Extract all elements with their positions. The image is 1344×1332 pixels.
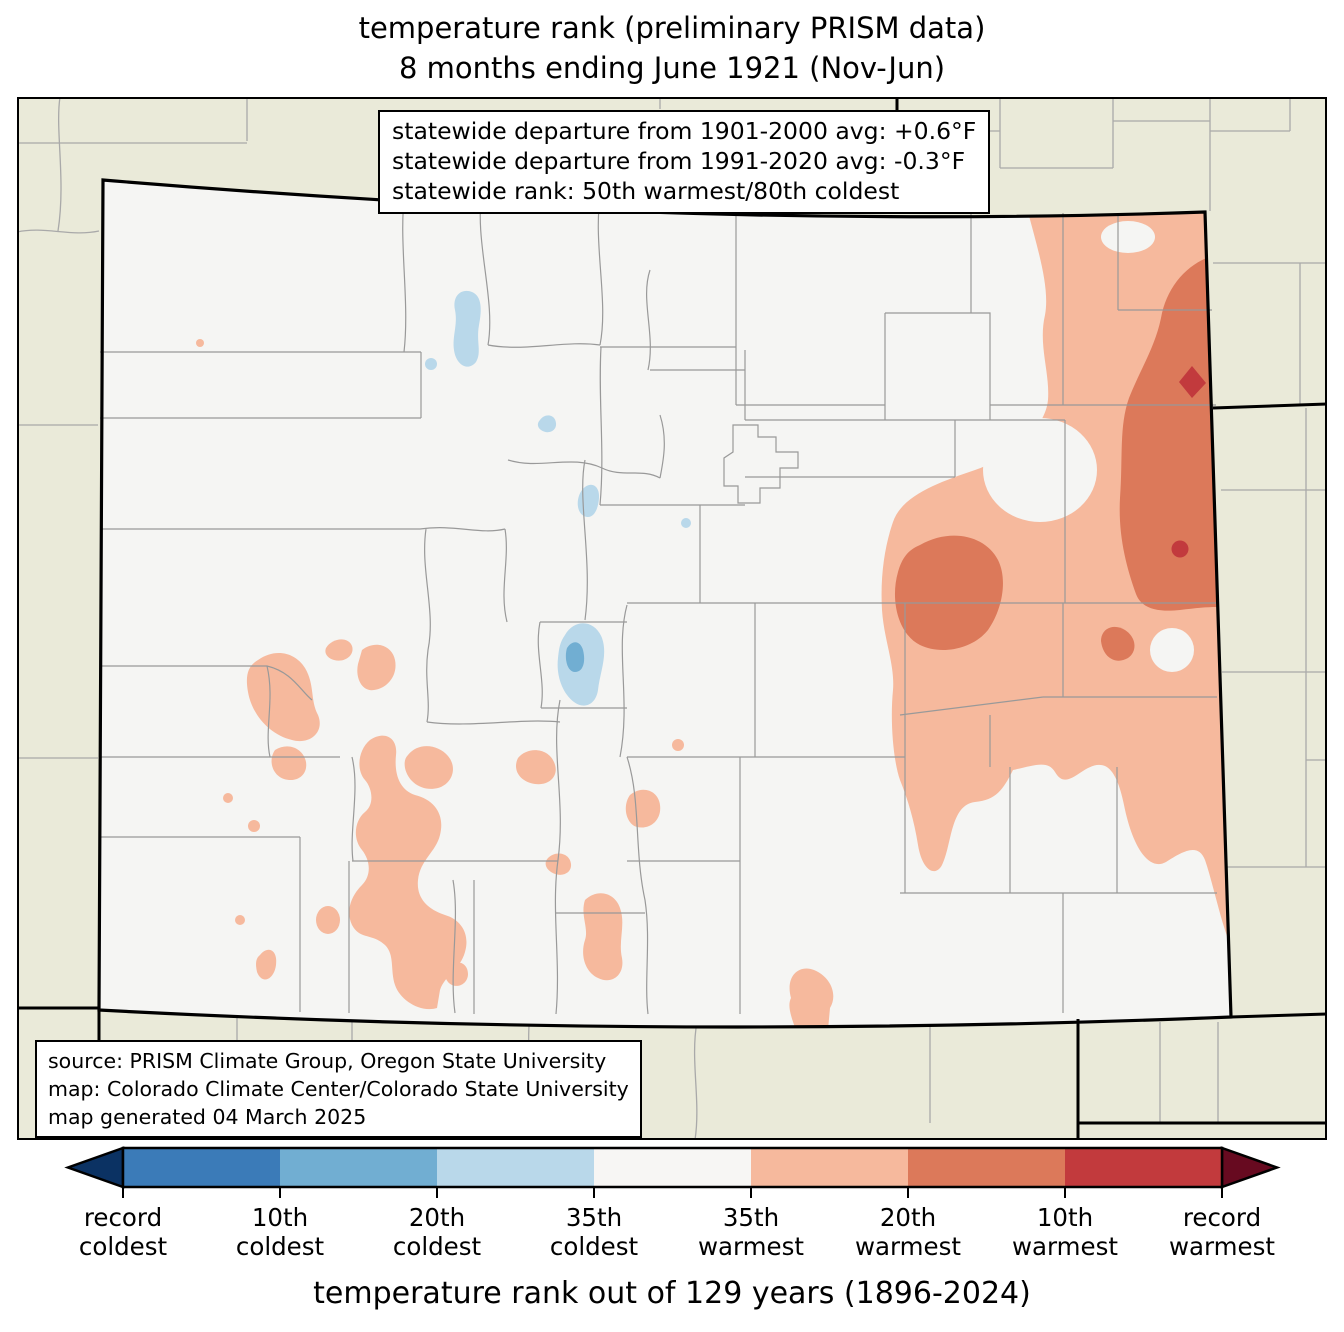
warmest-spot-diamond (1179, 366, 1206, 398)
colorbar-outline (121, 1146, 1224, 1189)
colorado-county-lines-denver (599, 346, 799, 603)
colorbar-ticks (122, 1187, 1223, 1198)
colorbar-segment-6 (1065, 1148, 1222, 1187)
colorado-county-lines-central (479, 191, 736, 1015)
colorbar-segment-3 (594, 1148, 751, 1187)
source-box: source: PRISM Climate Group, Oregon Stat… (35, 1040, 642, 1138)
map-area (17, 97, 1327, 1140)
stats-line-rank: statewide rank: 50th warmest/80th coldes… (392, 177, 900, 205)
warmer-blob-southeast (894, 535, 1003, 650)
warmer-band-east (1119, 258, 1217, 611)
figure-title-line1: temperature rank (preliminary PRISM data… (358, 11, 986, 45)
statewide-stats-box: statewide departure from 1901-2000 avg: … (378, 110, 991, 214)
near-normal-hole-central (983, 418, 1097, 522)
colorbar-segment-4 (751, 1148, 908, 1187)
tick-label-10th-warmest: 10th warmest (1011, 1203, 1118, 1261)
stats-line-1901-2000: statewide departure from 1901-2000 avg: … (392, 117, 977, 145)
warm-blobs-southwest (196, 339, 684, 1010)
colorbar-segment-2 (437, 1148, 594, 1187)
tick-label-10th-coldest: 10th coldest (235, 1203, 325, 1261)
warmer-blob-small (1101, 626, 1135, 661)
colorado-temperature-map (17, 97, 1327, 1140)
colorbar (64, 1146, 1281, 1198)
figure-title-line2: 8 months ending June 1921 (Nov-Jun) (398, 51, 946, 85)
colorbar-caption: temperature rank out of 129 years (1896-… (313, 1276, 1031, 1311)
near-normal-hole-north (1101, 221, 1155, 253)
near-normal-hole-east (1150, 628, 1194, 672)
colorbar-arrow-left (64, 1146, 125, 1189)
tick-label-record-warmest: record warmest (1168, 1203, 1275, 1261)
colorbar-arrow-right (1220, 1146, 1281, 1189)
cool-core-lake-county (565, 642, 585, 672)
warmest-spot-round (1171, 540, 1189, 558)
map-credit-line: map: Colorado Climate Center/Colorado St… (48, 1077, 629, 1101)
warm-blob-south-border (789, 968, 834, 1027)
map-frame (17, 97, 1327, 1140)
source-line: source: PRISM Climate Group, Oregon Stat… (48, 1049, 607, 1073)
tick-label-20th-warmest: 20th warmest (854, 1203, 961, 1261)
stats-line-1991-2020: statewide departure from 1991-2020 avg: … (392, 147, 966, 175)
colorbar-segment-5 (908, 1148, 1065, 1187)
generated-date-line: map generated 04 March 2025 (48, 1105, 367, 1129)
tick-label-35th-coldest: 35th coldest (549, 1203, 639, 1261)
figure-title: temperature rank (preliminary PRISM data… (0, 8, 1344, 88)
tick-label-record-coldest: record coldest (78, 1203, 168, 1261)
tick-label-20th-coldest: 20th coldest (392, 1203, 482, 1261)
tick-label-35th-warmest: 35th warmest (697, 1203, 804, 1261)
colorado-county-lines-west (100, 190, 561, 1014)
colorado-county-lines-east (627, 213, 1217, 1014)
colorbar-segment-0 (123, 1148, 280, 1187)
colorbar-segment-1 (280, 1148, 437, 1187)
